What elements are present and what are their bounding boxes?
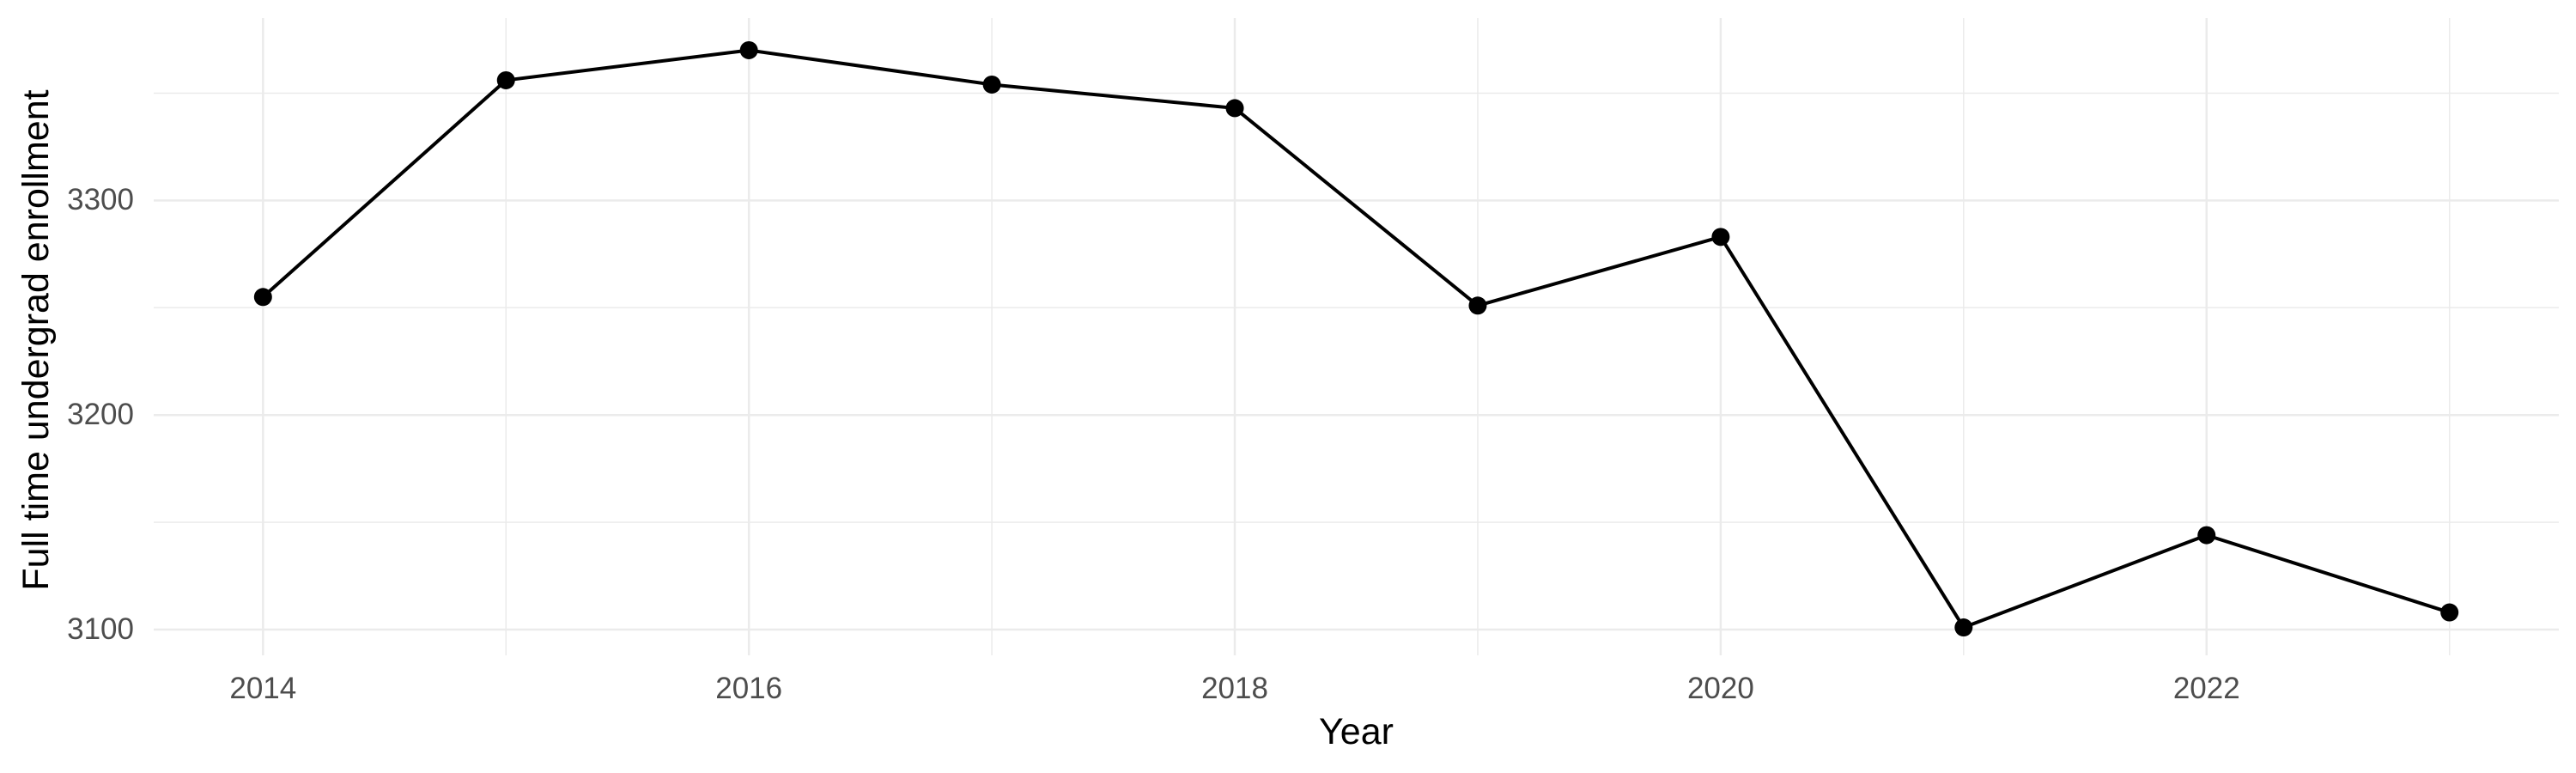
data-point-2020 [1711,228,1730,247]
x-tick-label-2020: 2020 [1686,672,1754,705]
data-point-2017 [982,75,1001,94]
data-point-2019 [1468,296,1487,315]
y-tick-label-3200: 3200 [67,398,134,432]
x-axis-title: Year [1319,711,1394,752]
data-point-2023 [2440,603,2459,622]
plot-canvas [154,18,2559,655]
x-tick-label-2014: 2014 [229,672,297,705]
data-point-2014 [253,288,272,307]
data-point-2018 [1225,99,1244,118]
y-axis-title: Full time undergrad enrollment [15,89,57,591]
x-tick-label-2022: 2022 [2172,672,2240,705]
x-tick-label-2016: 2016 [715,672,783,705]
y-tick-label-3100: 3100 [67,612,134,647]
data-point-2022 [2197,526,2216,545]
enrollment-trend-line [261,48,2451,630]
data-point-2016 [739,40,758,59]
data-point-2015 [496,70,515,89]
plot-panel [154,18,2559,655]
y-tick-label-3300: 3300 [67,183,134,217]
data-point-2021 [1954,618,1973,637]
x-tick-label-2018: 2018 [1201,672,1268,705]
